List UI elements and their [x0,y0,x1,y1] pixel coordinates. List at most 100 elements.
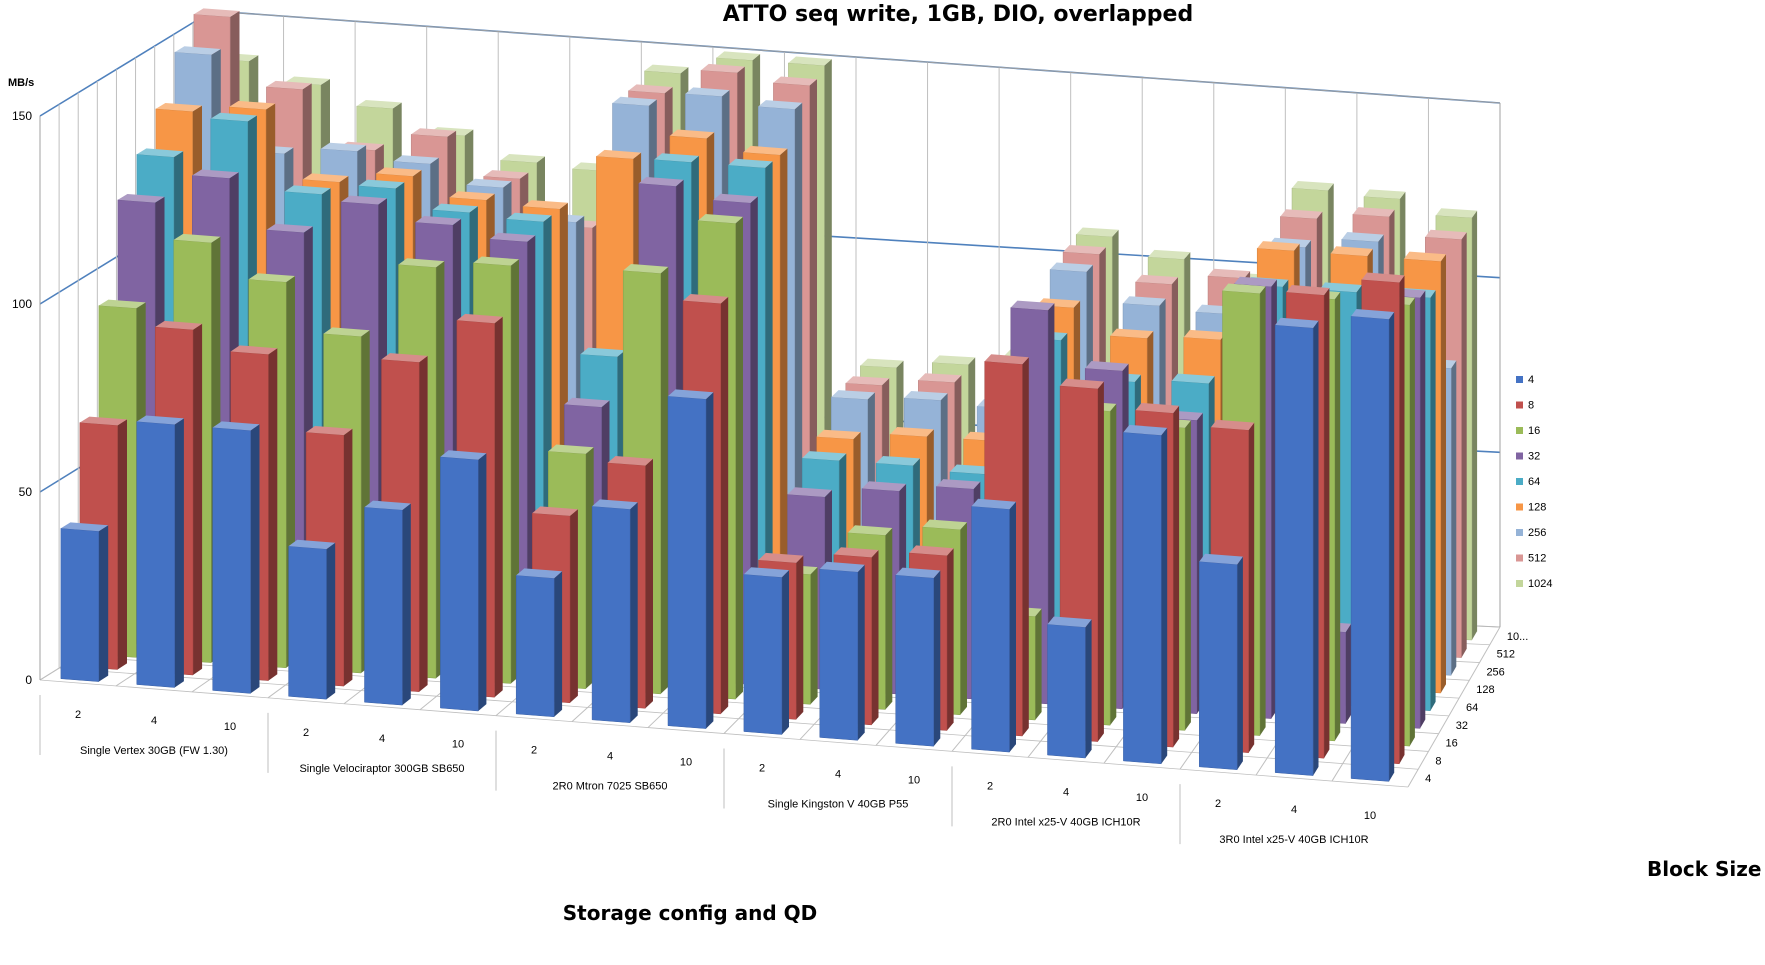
group-tick-label: 2R0 Intel x25-V 40GB ICH10R [991,816,1140,828]
bar-4-4 [364,500,411,706]
qd-tick-label: 4 [1291,804,1297,816]
bar-top-face [1341,232,1384,242]
bar-top-face [1199,553,1243,565]
depth-tick-label: 64 [1466,702,1478,714]
legend-swatch [1516,478,1523,485]
bar-top-face [306,426,353,436]
bar-top-face [1085,361,1129,371]
bar-top-face [1171,373,1215,384]
legend-label: 512 [1528,553,1546,565]
bar-top-face [716,51,761,61]
bar-top-face [918,373,962,383]
bar-top-face [833,547,879,558]
z-axis-label: Block Size (KB) [1647,857,1765,881]
y-tick-label: 0 [25,673,32,687]
bar-4-8 [667,389,714,729]
legend-label: 1024 [1528,578,1552,590]
bar-top-face [266,223,313,233]
bar-4-1 [136,415,184,688]
bar-top-face [847,525,893,536]
bar-top-face [950,464,994,475]
bar-top-face [1234,276,1277,287]
bar-4-2 [212,421,260,694]
bar-side-face [765,161,773,670]
bar-top-face [936,479,981,489]
bar-top-face [701,63,745,73]
legend-swatch [1516,376,1523,383]
bar-4-13 [1047,616,1092,759]
bar-top-face [229,100,276,110]
bar-front-face [971,505,1010,753]
bar-side-face [554,571,563,717]
bar-side-face [1185,420,1191,731]
bar-top-face [516,568,563,579]
bar-side-face [117,419,127,670]
qd-tick-label: 2 [531,745,537,757]
qd-tick-label: 2 [1215,798,1221,810]
bar-top-face [1364,189,1406,199]
y-tick-label: 150 [12,109,32,123]
bar-top-face [548,444,594,454]
frame-edge [211,10,1501,104]
bar-side-face [1345,623,1352,724]
bar-4-10 [819,561,865,741]
bar-side-face [268,348,278,681]
bar-side-face [419,355,428,692]
bar-top-face [1076,227,1119,237]
bar-top-face [564,397,610,408]
bar-top-face [758,100,803,110]
legend-item-128: 128 [1516,502,1546,514]
bar-top-face [1210,419,1255,431]
bar-side-face [570,509,578,703]
bar-top-face [683,294,729,304]
bar-top-face [831,390,875,400]
bar-side-face [1313,320,1319,776]
qd-tick-label: 2 [759,762,765,774]
bar-front-face [1199,561,1238,770]
bar-top-face [743,145,788,155]
bar-top-face [922,519,967,530]
bar-front-face [440,456,479,712]
legend-label: 256 [1528,527,1546,539]
legend-label: 64 [1528,476,1540,488]
qd-tick-label: 4 [607,751,613,763]
legend-label: 4 [1528,374,1534,386]
bar-top-face [816,429,861,440]
bar-top-face [136,148,184,158]
bar-top-face [117,194,165,203]
bar-top-face [393,155,439,164]
depth-tick-label: 512 [1497,649,1515,661]
bar-top-face [788,56,832,66]
bar-top-face [1010,300,1055,311]
bar-side-face [1097,381,1104,742]
bar-front-face [212,427,251,694]
bar-top-face [698,214,743,224]
bar-top-face [1435,208,1478,218]
bar-top-face [432,203,478,213]
bar-top-face [210,112,257,122]
bar-top-face [1148,249,1191,260]
bar-front-face [364,506,403,706]
bar-side-face [750,196,758,685]
bar-side-face [1461,232,1467,658]
bar-top-face [802,451,847,461]
bar-side-face [1009,501,1016,753]
bar-front-face [288,545,327,700]
bar-top-face [787,487,832,497]
bar-top-face [728,158,773,168]
bar-side-face [1110,403,1117,726]
legend-item-256: 256 [1516,527,1546,539]
bar-top-face [79,416,127,426]
bar-top-face [984,354,1029,365]
legend-item-1024: 1024 [1516,578,1552,590]
bar-top-face [971,498,1016,510]
bar-top-face [1135,274,1178,285]
bar-top-face [895,567,941,578]
legend-item-8: 8 [1516,400,1534,412]
bar-top-face [212,421,260,431]
bar-top-face [341,195,387,205]
bar-side-face [1022,357,1029,736]
qd-tick-label: 4 [1063,786,1069,798]
depth-tick-label: 128 [1476,684,1494,696]
